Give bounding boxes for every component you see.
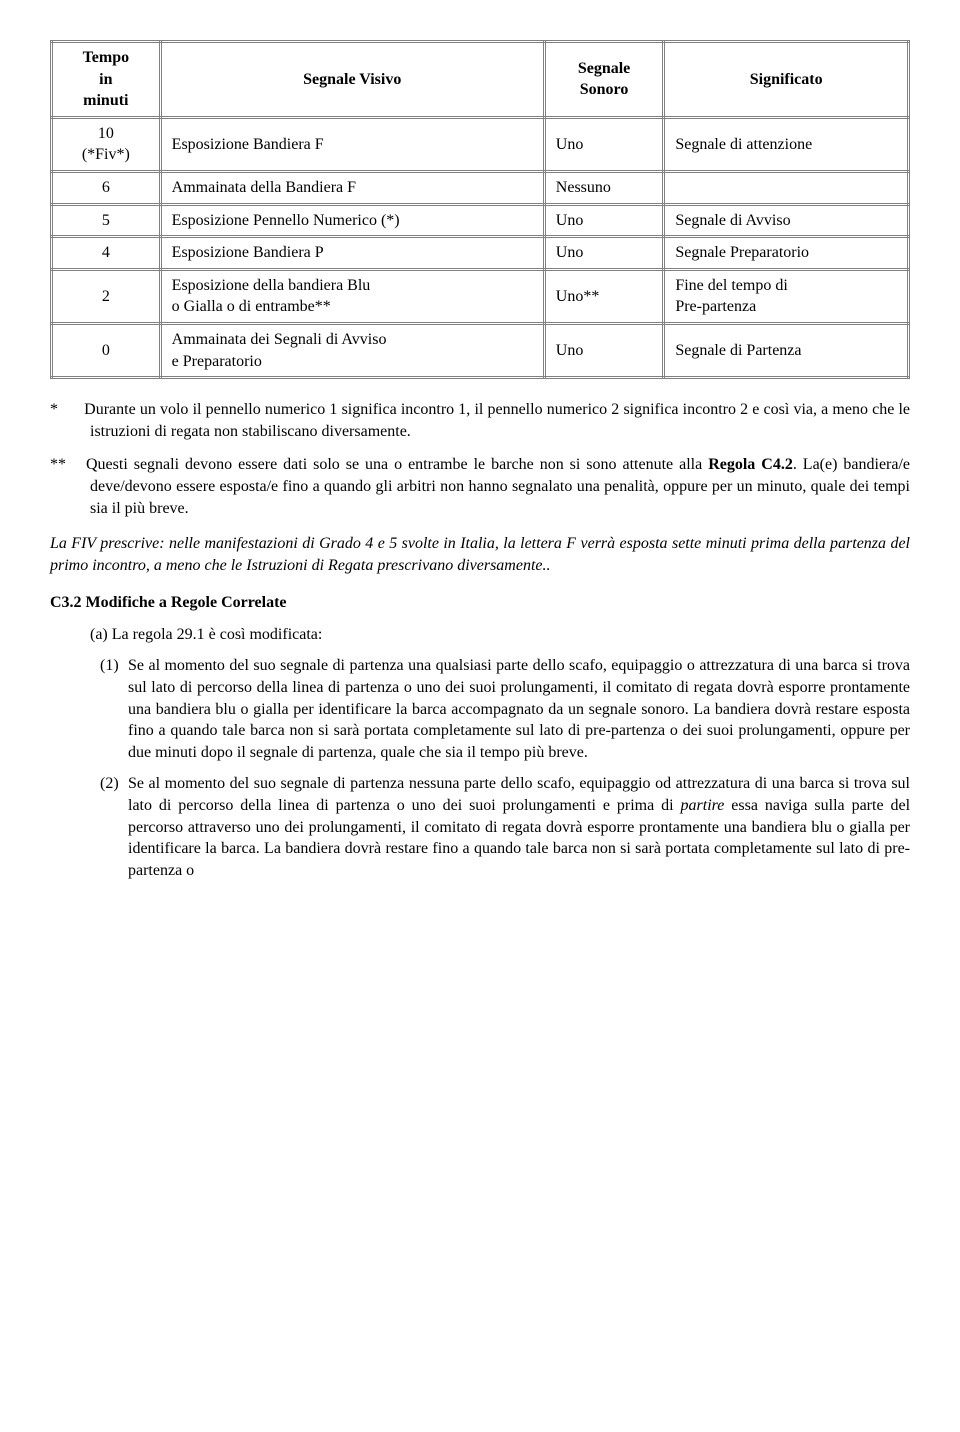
def-label: *	[50, 399, 80, 421]
cell: Uno	[544, 117, 664, 171]
table-row: 2 Esposizione della bandiera Blu o Giall…	[52, 269, 909, 323]
cell: 5	[52, 204, 161, 237]
list-item-2: (2)Se al momento del suo segnale di part…	[128, 773, 910, 881]
th-sonoro: Segnale Sonoro	[544, 42, 664, 118]
th-visivo: Segnale Visivo	[160, 42, 544, 118]
cell: Uno	[544, 323, 664, 377]
section-heading: C3.2 Modifiche a Regole Correlate	[50, 592, 910, 614]
list-text: Se al momento del suo segnale di partenz…	[128, 657, 910, 760]
cell: 0	[52, 323, 161, 377]
table-row: 10 (*Fiv*) Esposizione Bandiera F Uno Se…	[52, 117, 909, 171]
cell: Segnale di Avviso	[664, 204, 909, 237]
cell: Nessuno	[544, 171, 664, 204]
cell: Esposizione della bandiera Blu o Gialla …	[160, 269, 544, 323]
list-label: (2)	[100, 773, 128, 795]
sub-item-a: (a) La regola 29.1 è così modificata:	[90, 624, 910, 646]
cell: Segnale di attenzione	[664, 117, 909, 171]
definition-double-star: ** Questi segnali devono essere dati sol…	[90, 454, 910, 519]
def-text: Questi segnali devono essere dati solo s…	[86, 456, 708, 473]
italic-word: partire	[681, 797, 725, 814]
cell: 10 (*Fiv*)	[52, 117, 161, 171]
cell: 2	[52, 269, 161, 323]
cell: Esposizione Pennello Numerico (*)	[160, 204, 544, 237]
cell: 6	[52, 171, 161, 204]
cell: Segnale Preparatorio	[664, 237, 909, 270]
cell: Uno**	[544, 269, 664, 323]
table-row: 6 Ammainata della Bandiera F Nessuno	[52, 171, 909, 204]
table-row: 4 Esposizione Bandiera P Uno Segnale Pre…	[52, 237, 909, 270]
cell: Esposizione Bandiera P	[160, 237, 544, 270]
cell: Uno	[544, 204, 664, 237]
th-tempo: Tempo in minuti	[52, 42, 161, 118]
list-label: (1)	[100, 655, 128, 677]
definition-star: * Durante un volo il pennello numerico 1…	[90, 399, 910, 442]
table-row: 5 Esposizione Pennello Numerico (*) Uno …	[52, 204, 909, 237]
def-label: **	[50, 454, 80, 476]
cell: 4	[52, 237, 161, 270]
list-item-1: (1)Se al momento del suo segnale di part…	[128, 655, 910, 763]
def-text: Durante un volo il pennello numerico 1 s…	[84, 401, 910, 440]
cell: Uno	[544, 237, 664, 270]
cell: Ammainata della Bandiera F	[160, 171, 544, 204]
fiv-prescription: La FIV prescrive: nelle manifestazioni d…	[50, 533, 910, 576]
th-significato: Significato	[664, 42, 909, 118]
cell: Segnale di Partenza	[664, 323, 909, 377]
cell	[664, 171, 909, 204]
cell: Fine del tempo di Pre-partenza	[664, 269, 909, 323]
table-row: 0 Ammainata dei Segnali di Avviso e Prep…	[52, 323, 909, 377]
cell: Ammainata dei Segnali di Avviso e Prepar…	[160, 323, 544, 377]
cell: Esposizione Bandiera F	[160, 117, 544, 171]
def-bold: Regola C4.2	[708, 456, 793, 473]
signal-table: Tempo in minuti Segnale Visivo Segnale S…	[50, 40, 910, 379]
